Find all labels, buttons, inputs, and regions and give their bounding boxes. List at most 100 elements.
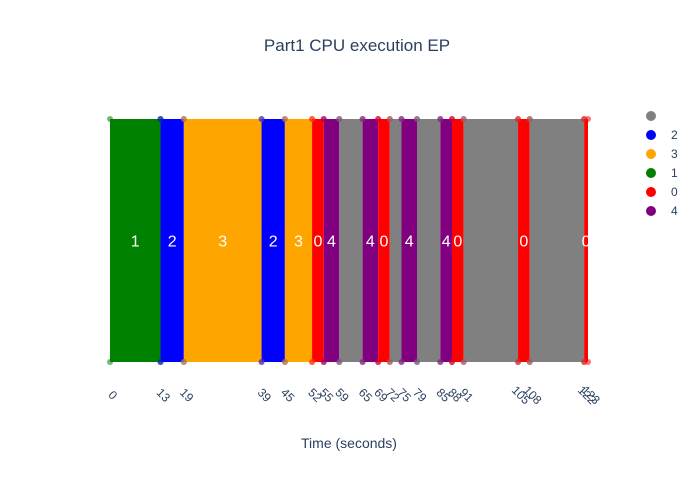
segment-boundary-marker [359, 116, 366, 122]
segment-boundary-marker [585, 359, 591, 365]
segment-boundary-marker [180, 116, 187, 122]
legend-marker [646, 168, 656, 178]
segment-boundary-marker [448, 116, 455, 122]
x-tick-label: 45 [278, 385, 298, 405]
segment-boundary-marker [309, 116, 316, 122]
segment-boundary-marker [281, 359, 288, 365]
segment-boundary-marker [437, 116, 444, 122]
segment-boundary-marker [414, 359, 421, 365]
segment-boundary-marker [309, 359, 316, 365]
legend-marker [646, 111, 656, 121]
x-tick-label: 19 [177, 385, 197, 405]
legend[interactable]: 2 3 1 0 4 [646, 111, 678, 218]
segment-label: 0 [380, 234, 389, 251]
segment-boundary-marker [398, 359, 405, 365]
segment-boundary-marker [375, 116, 382, 122]
segment-process-3[interactable] [284, 119, 313, 362]
segment-label: 0 [453, 234, 462, 251]
segment-boundary-marker [258, 116, 265, 122]
x-tick-label: 39 [255, 385, 275, 405]
segment-boundary-marker [336, 116, 343, 122]
segment-label: 1 [131, 234, 140, 251]
segment-boundary-marker [375, 359, 382, 365]
segment-boundary-marker [526, 359, 533, 365]
segment-boundary-marker [157, 359, 164, 365]
segment-label: 4 [366, 234, 375, 251]
segment-boundary-marker [281, 116, 288, 122]
segment-process-0[interactable] [451, 119, 464, 362]
segment-boundary-marker [437, 359, 444, 365]
chart-title: Part1 CPU execution EP [264, 36, 450, 55]
segment-process-1[interactable] [110, 119, 161, 362]
segment-process-4[interactable] [362, 119, 379, 362]
segment-process-4[interactable] [401, 119, 418, 362]
segment-boundary-marker [515, 116, 522, 122]
segment-idle[interactable] [529, 119, 585, 362]
segment-label: 0 [313, 234, 322, 251]
segment-idle[interactable] [339, 119, 363, 362]
segment-label: 3 [218, 234, 227, 251]
legend-label: 0 [671, 185, 678, 199]
segment-boundary-marker [585, 116, 591, 122]
segment-process-2[interactable] [160, 119, 184, 362]
x-tick-label: 13 [154, 385, 174, 405]
legend-label: 2 [671, 128, 678, 142]
segment-label: 4 [442, 234, 451, 251]
segment-label: 0 [519, 234, 528, 251]
segment-process-0[interactable] [584, 119, 588, 362]
x-tick-label: 91 [457, 385, 477, 405]
segment-idle[interactable] [417, 119, 441, 362]
segment-boundary-marker [157, 116, 164, 122]
segment-boundary-marker [107, 359, 113, 365]
segment-boundary-marker [460, 116, 467, 122]
x-tick-label: 59 [332, 385, 352, 405]
segment-boundary-marker [515, 359, 522, 365]
segment-boundary-marker [180, 359, 187, 365]
segment-process-0[interactable] [518, 119, 530, 362]
segment-boundary-marker [448, 359, 455, 365]
segment-process-4[interactable] [440, 119, 452, 362]
segment-process-3[interactable] [183, 119, 262, 362]
segment-boundary-marker [359, 359, 366, 365]
segment-boundary-marker [258, 359, 265, 365]
segment-boundary-marker [526, 116, 533, 122]
segment-boundary-marker [386, 116, 393, 122]
segment-idle[interactable] [389, 119, 402, 362]
segment-process-0[interactable] [378, 119, 390, 362]
legend-label: 1 [671, 166, 678, 180]
segment-process-2[interactable] [261, 119, 285, 362]
segment-boundary-marker [386, 359, 393, 365]
legend-item-0[interactable]: 0 [646, 185, 678, 199]
segment-label: 4 [405, 234, 414, 251]
legend-marker [646, 130, 656, 140]
legend-marker [646, 187, 656, 197]
legend-marker [646, 149, 656, 159]
legend-item-2[interactable]: 2 [646, 128, 678, 142]
segment-label: 3 [294, 234, 303, 251]
segment-process-4[interactable] [323, 119, 340, 362]
legend-item-1[interactable]: 1 [646, 166, 678, 180]
segment-label: 2 [168, 234, 177, 251]
segment-boundary-marker [320, 359, 327, 365]
segment-label: 0 [582, 234, 591, 251]
segment-boundary-marker [336, 359, 343, 365]
x-tick-label: 79 [410, 385, 430, 405]
segment-idle[interactable] [463, 119, 519, 362]
legend-label: 3 [671, 147, 678, 161]
x-tick-label: 0 [106, 388, 121, 403]
segment-label: 4 [327, 234, 336, 251]
legend-label: 4 [671, 204, 678, 218]
segment-boundary-marker [107, 116, 113, 122]
legend-item-4[interactable]: 4 [646, 204, 678, 218]
x-axis-title: Time (seconds) [301, 435, 397, 451]
legend-item-idle[interactable] [646, 111, 656, 121]
segment-boundary-marker [414, 116, 421, 122]
legend-marker [646, 206, 656, 216]
segment-boundary-marker [398, 116, 405, 122]
legend-item-3[interactable]: 3 [646, 147, 678, 161]
segment-process-0[interactable] [312, 119, 324, 362]
segment-label: 2 [269, 234, 278, 251]
